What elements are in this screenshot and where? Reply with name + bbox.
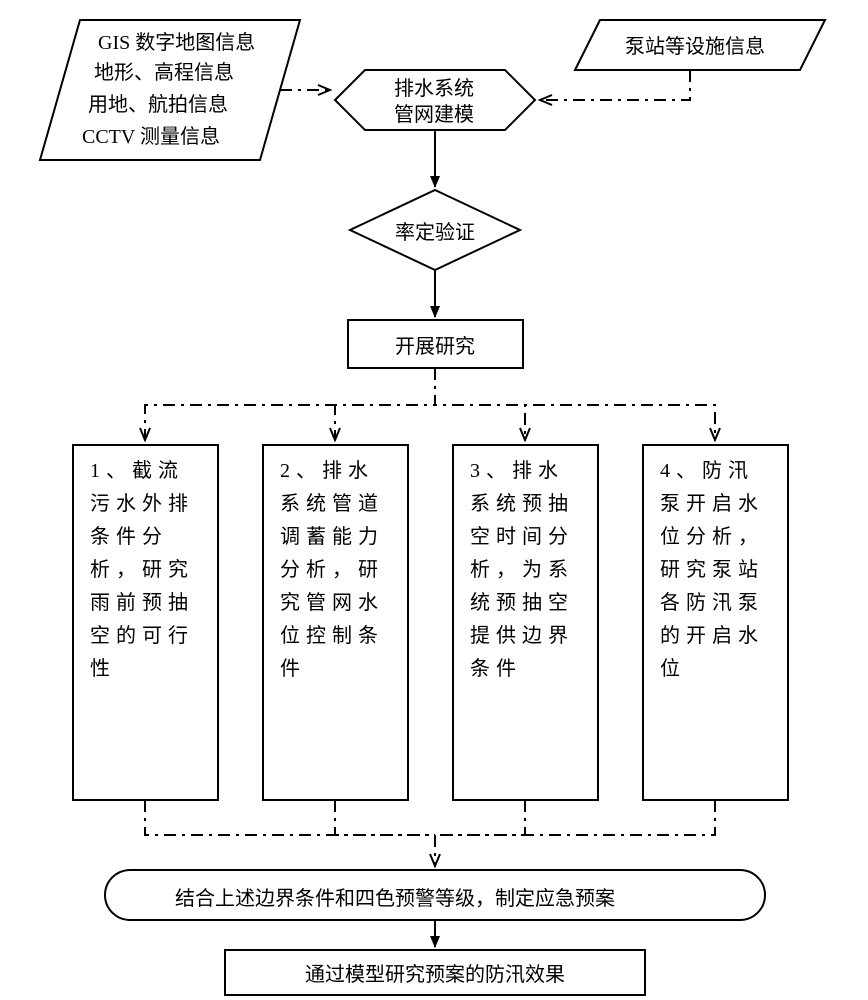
edge-research-col4: [435, 368, 715, 440]
model-line2: 管网建模: [394, 100, 474, 131]
edge-col3-plan: [435, 800, 525, 835]
col1-text: 1、截流污水外排条件分析，研究雨前预抽空的可行性: [90, 455, 200, 686]
left-input-line2: 地形、高程信息: [94, 58, 234, 89]
effect-text: 通过模型研究预案的防汛效果: [305, 960, 565, 991]
edge-col1-plan: [145, 800, 435, 835]
col4-text: 4、防汛泵开启水位分析，研究泵站各防汛泵的开启水位: [660, 455, 770, 686]
research-text: 开展研究: [395, 332, 475, 363]
col3-text: 3、排水系统预抽空时间分析，为系统预抽空提供边界条件: [470, 455, 580, 686]
plan-text: 结合上述边界条件和四色预警等级，制定应急预案: [175, 884, 615, 915]
right-input-text: 泵站等设施信息: [625, 32, 765, 63]
flowchart-canvas: GIS 数字地图信息 地形、高程信息 用地、航拍信息 CCTV 测量信息 泵站等…: [0, 0, 868, 1000]
edge-research-col2: [335, 368, 435, 440]
verify-text: 率定验证: [395, 218, 475, 249]
left-input-line4: CCTV 测量信息: [82, 122, 220, 153]
edge-rightinput-model: [540, 70, 690, 100]
edge-research-col1: [145, 368, 435, 440]
col2-text: 2、排水系统管道调蓄能力分析，研究管网水位控制条件: [280, 455, 390, 686]
edge-col4-plan: [435, 800, 715, 835]
left-input-line1: GIS 数字地图信息: [98, 28, 255, 59]
edge-col2-plan: [335, 800, 435, 835]
left-input-line3: 用地、航拍信息: [88, 90, 228, 121]
